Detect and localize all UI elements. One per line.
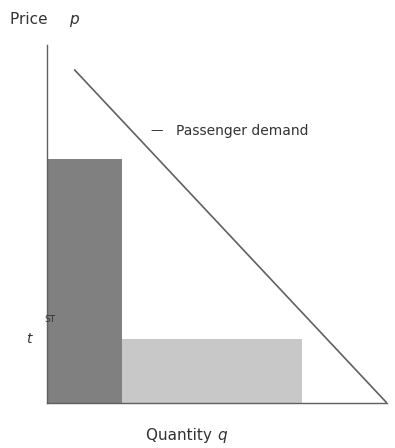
Text: p: p — [70, 12, 79, 27]
Bar — [122, 339, 302, 403]
Bar — [47, 159, 122, 403]
Text: Price: Price — [10, 12, 53, 27]
Text: ST: ST — [44, 315, 55, 324]
Text: —: — — [150, 124, 163, 138]
Text: $t$: $t$ — [26, 332, 34, 346]
Text: Passenger demand: Passenger demand — [177, 124, 309, 138]
Text: q: q — [217, 428, 227, 443]
Text: Quantity: Quantity — [147, 428, 217, 443]
